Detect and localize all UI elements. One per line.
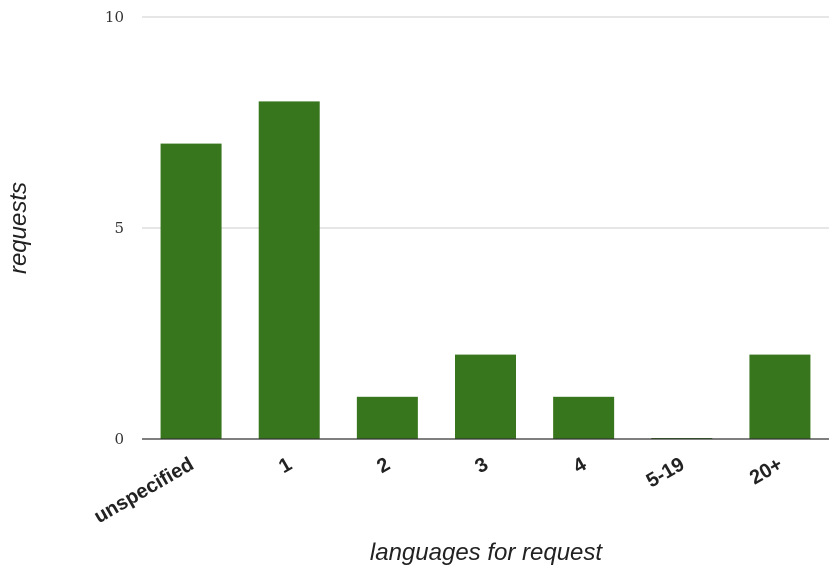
x-tick-label: 20+	[746, 453, 786, 489]
x-tick-label: 4	[570, 453, 591, 478]
bar	[356, 396, 418, 439]
gridlines	[142, 16, 829, 229]
x-tick-label: 5-19	[643, 453, 689, 492]
y-axis-ticks: 0 5 10	[105, 8, 124, 448]
bar	[455, 354, 516, 439]
y-tick-label: 0	[114, 430, 124, 448]
x-tick-label: 1	[275, 453, 296, 478]
bar	[160, 143, 222, 439]
y-tick-label: 5	[114, 219, 124, 237]
x-axis-title: languages for request	[370, 539, 603, 566]
bar	[749, 354, 811, 439]
bars	[160, 101, 811, 440]
x-tick-label: 3	[471, 453, 492, 478]
x-tick-label: 2	[373, 453, 394, 478]
y-axis-title: requests	[5, 182, 32, 274]
bar	[553, 396, 615, 439]
x-axis-ticks: unspecified 1 2 3 4 5-19 20+	[90, 453, 786, 528]
bar	[258, 101, 320, 440]
x-tick-label: unspecified	[90, 453, 197, 528]
y-tick-label: 10	[105, 8, 124, 26]
